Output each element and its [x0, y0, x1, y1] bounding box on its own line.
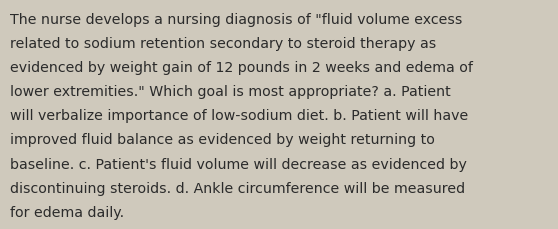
Text: The nurse develops a nursing diagnosis of "fluid volume excess: The nurse develops a nursing diagnosis o… [10, 13, 463, 27]
Text: baseline. c. Patient's fluid volume will decrease as evidenced by: baseline. c. Patient's fluid volume will… [10, 157, 467, 171]
Text: discontinuing steroids. d. Ankle circumference will be measured: discontinuing steroids. d. Ankle circumf… [10, 181, 465, 195]
Text: will verbalize importance of low-sodium diet. b. Patient will have: will verbalize importance of low-sodium … [10, 109, 468, 123]
Text: evidenced by weight gain of 12 pounds in 2 weeks and edema of: evidenced by weight gain of 12 pounds in… [10, 61, 473, 75]
Text: related to sodium retention secondary to steroid therapy as: related to sodium retention secondary to… [10, 37, 436, 51]
Text: improved fluid balance as evidenced by weight returning to: improved fluid balance as evidenced by w… [10, 133, 435, 147]
Text: for edema daily.: for edema daily. [10, 205, 124, 219]
Text: lower extremities." Which goal is most appropriate? a. Patient: lower extremities." Which goal is most a… [10, 85, 451, 99]
